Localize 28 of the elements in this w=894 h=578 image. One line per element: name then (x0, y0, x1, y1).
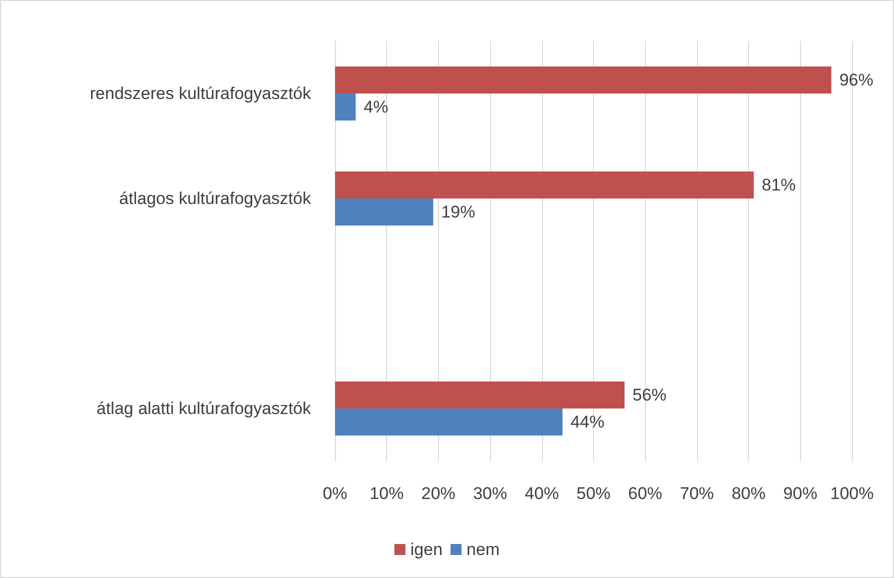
legend-label: nem (466, 540, 500, 559)
x-tick-label: 50% (576, 484, 611, 503)
legend-label: igen (410, 540, 443, 559)
bar (335, 408, 562, 436)
y-tick-label: rendszeres kultúrafogyasztók (90, 84, 312, 103)
y-tick-label: átlag alatti kultúrafogyasztók (96, 399, 312, 418)
data-label: 44% (570, 412, 605, 432)
x-tick-label: 40% (524, 484, 559, 503)
data-label: 96% (839, 70, 874, 90)
bar (335, 94, 356, 120)
y-tick-label: átlagos kultúrafogyasztók (119, 189, 312, 208)
data-label: 81% (762, 176, 796, 194)
x-tick-label: 30% (473, 484, 508, 503)
x-tick-label: 100% (830, 484, 874, 503)
x-tick-label: 60% (628, 484, 662, 503)
bar (335, 198, 434, 226)
bar (335, 172, 754, 198)
x-tick-label: 10% (370, 484, 404, 503)
data-label: 56% (632, 386, 667, 404)
bar (335, 382, 625, 408)
data-label: 19% (441, 202, 476, 222)
x-tick-label: 80% (732, 484, 766, 503)
data-label: 4% (364, 98, 388, 116)
x-tick-label: 90% (783, 484, 818, 503)
x-tick-label: 20% (421, 484, 456, 503)
bar (335, 66, 832, 94)
x-tick-label: 70% (680, 484, 714, 503)
x-tick-label: 0% (322, 484, 348, 503)
